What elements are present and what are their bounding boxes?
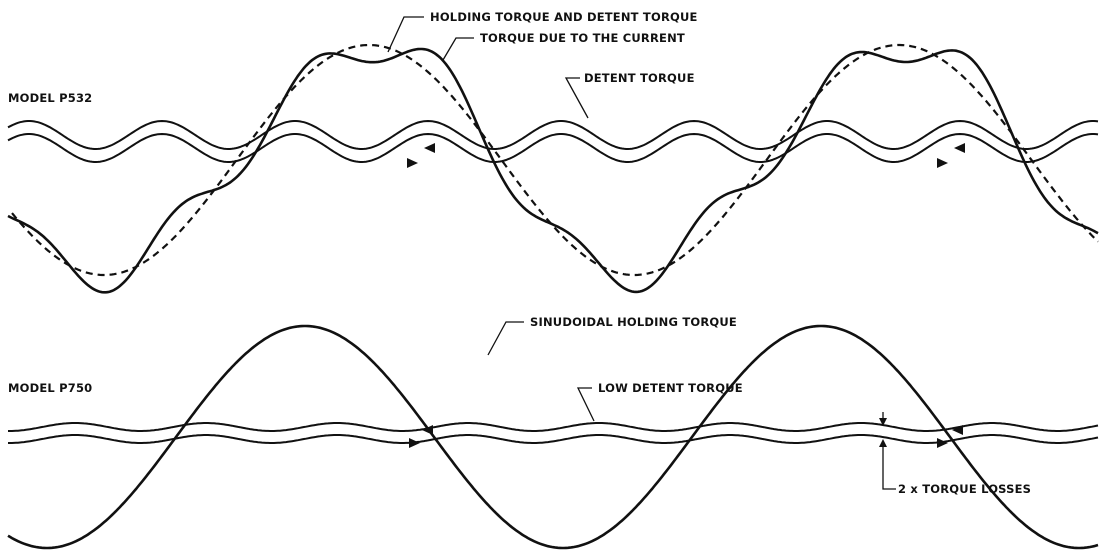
model-p750-label: MODEL P750 <box>8 381 92 395</box>
sinusoidal-holding-torque-curve <box>7 324 1099 550</box>
sinusoidal-holding-torque-label: SINUDOIDAL HOLDING TORQUE <box>530 315 737 329</box>
detent-torque-upper-curve <box>7 119 1099 150</box>
current-torque-label: TORQUE DUE TO THE CURRENT <box>480 31 685 45</box>
arrow-right-icon <box>407 158 418 168</box>
current-torque-curve <box>11 43 1099 277</box>
arrow-right-icon <box>937 158 948 168</box>
current-torque-leader-line <box>442 37 474 61</box>
dimension-arrow-icon <box>879 412 896 490</box>
arrow-right-icon <box>409 438 420 448</box>
detent-torque-label: DETENT TORQUE <box>584 71 695 85</box>
low-detent-torque-upper-curve <box>8 422 1099 432</box>
arrow-left-icon <box>954 143 965 153</box>
low-detent-torque-label: LOW DETENT TORQUE <box>598 381 743 395</box>
arrow-left-icon <box>952 425 963 435</box>
panel-model-p532: MODEL P532 HOLDING TORQUE AND DETENT TOR… <box>7 10 1099 294</box>
arrow-right-icon <box>937 438 948 448</box>
low-detent-torque-lower-curve <box>8 434 1099 444</box>
sinusoidal-holding-leader-line <box>487 321 524 356</box>
detent-torque-lower-curve <box>7 132 1099 163</box>
holding-torque-leader-line <box>387 16 424 53</box>
panel-model-p750: MODEL P750 SINUDOIDAL HOLDING TORQUE LOW… <box>7 315 1099 550</box>
arrow-left-icon <box>422 425 433 435</box>
arrow-left-icon <box>424 143 435 153</box>
torque-losses-label: 2 x TORQUE LOSSES <box>898 482 1031 496</box>
low-detent-leader-line <box>576 387 595 422</box>
holding-and-detent-torque-label: HOLDING TORQUE AND DETENT TORQUE <box>430 10 698 24</box>
holding-and-detent-torque-curve <box>7 47 1099 294</box>
model-p532-label: MODEL P532 <box>8 91 92 105</box>
detent-torque-leader-line <box>564 77 589 119</box>
